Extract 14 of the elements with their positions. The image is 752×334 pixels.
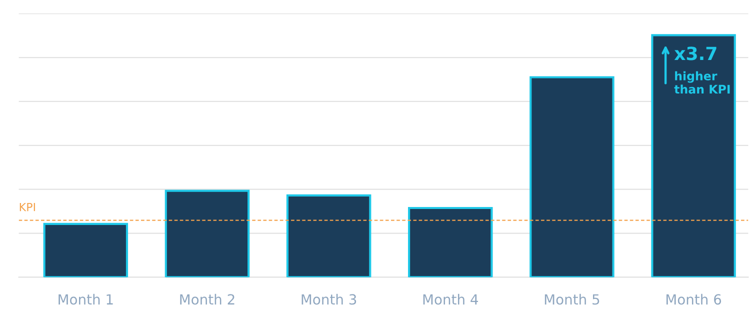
bar	[164, 190, 250, 278]
bar	[651, 34, 736, 278]
x-tick-label: Month 2	[180, 294, 234, 305]
x-tick-label: Month 4	[423, 294, 478, 305]
annotation: x3.7 higher than KPI	[674, 46, 730, 94]
bar	[286, 194, 372, 278]
x-tick-label: Month 6	[666, 294, 722, 305]
bar	[530, 76, 614, 278]
bar	[408, 206, 493, 278]
ref-line-label: KPI	[20, 202, 35, 212]
x-tick-label: Month 5	[544, 294, 600, 305]
x-tick-label: Month 3	[302, 294, 356, 305]
x-tick-label: Month 1	[58, 294, 113, 305]
bar	[43, 222, 128, 278]
